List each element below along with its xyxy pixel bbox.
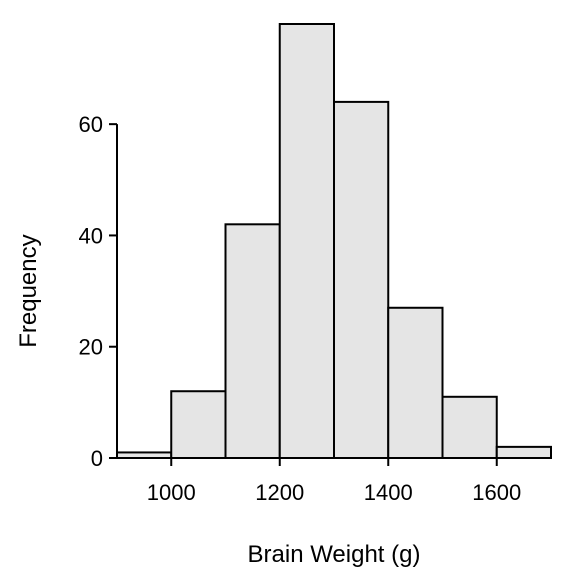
histogram-bar bbox=[278, 23, 335, 459]
histogram-bar bbox=[224, 223, 281, 459]
x-tick-label: 1000 bbox=[147, 480, 196, 505]
x-tick-label: 1200 bbox=[255, 480, 304, 505]
x-axis: 1000 1200 1400 1600 bbox=[147, 457, 521, 505]
y-tick-label: 40 bbox=[79, 223, 103, 248]
y-tick-label: 60 bbox=[79, 112, 103, 137]
x-tick-label: 1600 bbox=[472, 480, 521, 505]
x-axis-title: Brain Weight (g) bbox=[248, 541, 421, 568]
x-tick-label: 1400 bbox=[364, 480, 413, 505]
histogram-bar bbox=[170, 390, 227, 460]
histogram-bar bbox=[387, 306, 444, 459]
y-axis: 0 20 40 60 bbox=[79, 112, 118, 471]
bars-group bbox=[116, 23, 552, 460]
histogram-bar bbox=[116, 451, 173, 459]
histogram-bar bbox=[441, 395, 498, 459]
y-axis-title: Frequency bbox=[15, 234, 42, 347]
y-tick-label: 0 bbox=[91, 446, 103, 471]
histogram-bar bbox=[495, 445, 552, 460]
histogram-bar bbox=[333, 100, 390, 460]
y-tick-label: 20 bbox=[79, 335, 103, 360]
